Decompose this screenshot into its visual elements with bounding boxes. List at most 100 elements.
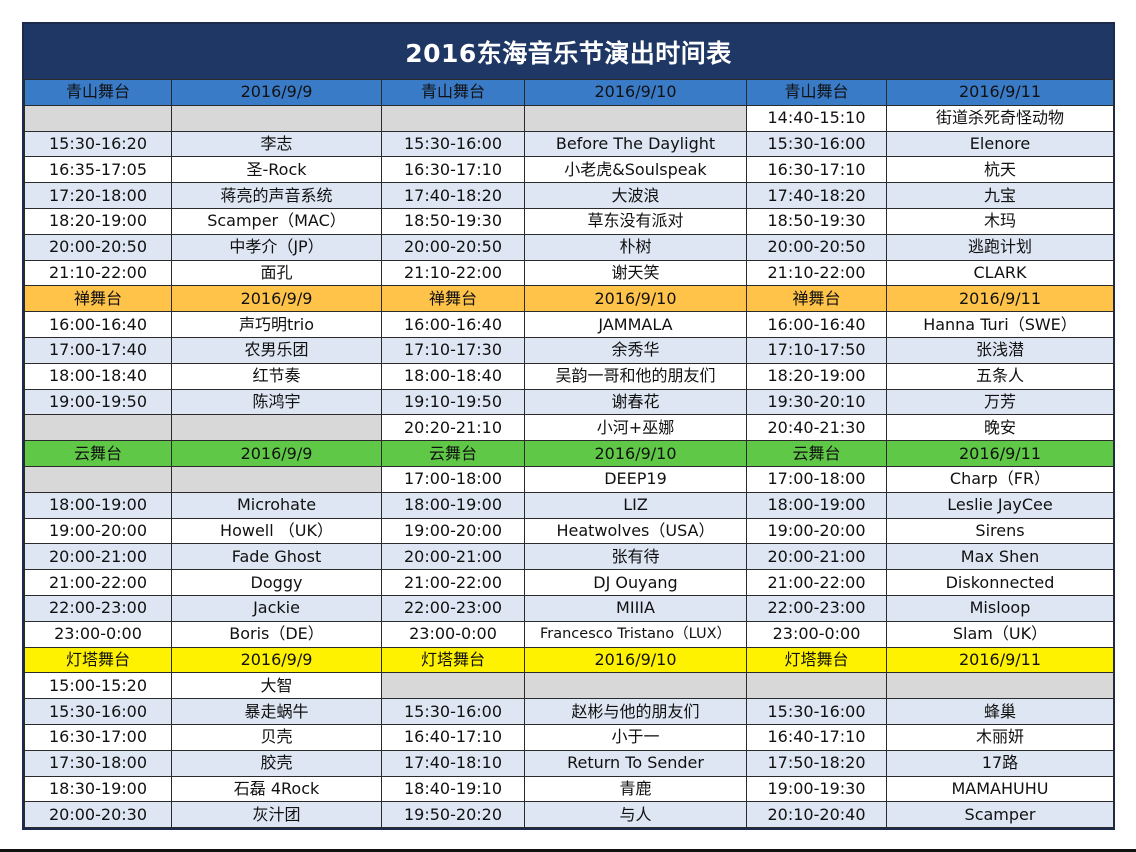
stage-date: 2016/9/9 [171, 440, 382, 467]
stage-date: 2016/9/9 [171, 285, 382, 313]
stage-name: 禅舞台 [381, 285, 525, 313]
time-slot-cell: 20:40-21:30 [746, 414, 887, 442]
time-slot-cell: 17:40-18:20 [746, 182, 887, 209]
performer-cell [886, 672, 1114, 700]
performer-cell: 杭天 [886, 156, 1114, 184]
time-slot-cell: 21:00-22:00 [746, 569, 887, 596]
performer-cell: 中孝介（JP） [171, 233, 382, 261]
time-slot-cell: 18:00-19:00 [24, 491, 172, 519]
performer-cell: 万芳 [886, 388, 1114, 416]
table-row: 17:00-17:40 农男乐团 17:10-17:30 余秀华 17:10-17:50… [24, 336, 1114, 364]
performer-cell: 贝壳 [171, 723, 382, 751]
stage-date: 2016/9/11 [886, 440, 1114, 467]
time-slot-cell: 15:30-16:20 [24, 130, 172, 158]
performer-cell [171, 465, 382, 493]
time-slot-cell: 19:50-20:20 [381, 801, 525, 829]
time-slot-cell: 21:00-22:00 [24, 569, 172, 596]
table-row: 14:40-15:10 街道杀死奇怪动物 [24, 104, 1114, 132]
page-title: 2016东海音乐节演出时间表 [24, 24, 1113, 79]
table-row: 15:30-16:00 暴走蜗牛 15:30-16:00 赵彬与他的朋友们 15:30-… [24, 698, 1114, 725]
time-slot-cell: 16:40-17:10 [381, 723, 525, 751]
stage-date: 2016/9/10 [524, 440, 747, 467]
time-slot-cell: 18:40-19:10 [381, 775, 525, 803]
time-slot-cell: 16:40-17:10 [746, 723, 887, 751]
table-row: 15:30-16:20 李志 15:30-16:00 Before The Dayli… [24, 130, 1114, 158]
time-slot-cell: 20:00-20:50 [746, 233, 887, 261]
stage-date: 2016/9/10 [524, 646, 747, 674]
stage-name: 灯塔舞台 [746, 646, 887, 674]
performer-cell: Leslie JayCee [886, 491, 1114, 519]
time-slot-cell: 16:00-16:40 [746, 311, 887, 338]
performer-cell: 胶壳 [171, 749, 382, 777]
performer-cell: Francesco Tristano（LUX） [524, 620, 747, 648]
time-slot-cell: 15:30-16:00 [746, 698, 887, 725]
time-slot-cell: 17:00-18:00 [381, 465, 525, 493]
time-slot-cell: 17:00-17:40 [24, 336, 172, 364]
time-slot-cell: 21:00-22:00 [381, 569, 525, 596]
table-row: 18:00-19:00 Microhate 18:00-19:00 LIZ 18:00-… [24, 491, 1114, 519]
table-row: 22:00-23:00 Jackie 22:00-23:00 MIIIA 22:00-2… [24, 594, 1114, 622]
time-slot-cell: 19:00-20:00 [381, 517, 525, 545]
performer-cell: 与人 [524, 801, 747, 829]
performer-cell: 蒋亮的声音系统 [171, 182, 382, 209]
performer-cell: 小河+巫娜 [524, 414, 747, 442]
time-slot-cell: 20:20-21:10 [381, 414, 525, 442]
stage-header-row: 青山舞台 2016/9/9 青山舞台 2016/9/10 青山舞台 2016/9/11 [24, 79, 1114, 106]
time-slot-cell: 16:35-17:05 [24, 156, 172, 184]
time-slot-cell [24, 414, 172, 442]
performer-cell: 声巧明trio [171, 311, 382, 338]
performer-cell: Charp（FR） [886, 465, 1114, 493]
time-slot-cell: 17:40-18:20 [381, 182, 525, 209]
performer-cell: 余秀华 [524, 336, 747, 364]
time-slot-cell: 18:20-19:00 [746, 362, 887, 390]
stage-name: 云舞台 [24, 440, 172, 467]
table-row: 20:00-21:00 Fade Ghost 20:00-21:00 张有待 20:00… [24, 543, 1114, 571]
performer-cell: 五条人 [886, 362, 1114, 390]
performer-cell: 农男乐团 [171, 336, 382, 364]
performer-cell: Doggy [171, 569, 382, 596]
time-slot-cell: 17:00-18:00 [746, 465, 887, 493]
stage-name: 云舞台 [381, 440, 525, 467]
time-slot-cell: 17:40-18:10 [381, 749, 525, 777]
table-row: 16:00-16:40 声巧明trio 16:00-16:40 JAMMALA 16:0… [24, 311, 1114, 338]
schedule-table: 青山舞台 2016/9/9 青山舞台 2016/9/10 青山舞台 2016/9/11 14… [24, 79, 1114, 829]
time-slot-cell: 20:00-20:50 [381, 233, 525, 261]
time-slot-cell: 18:30-19:00 [24, 775, 172, 803]
time-slot-cell: 16:00-16:40 [24, 311, 172, 338]
table-row: 15:00-15:20 大智 [24, 672, 1114, 700]
table-row: 23:00-0:00 Boris（DE） 23:00-0:00 Francesco T… [24, 620, 1114, 648]
time-slot-cell: 19:00-19:50 [24, 388, 172, 416]
table-row: 17:20-18:00 蒋亮的声音系统 17:40-18:20 大波浪 17:40-18… [24, 182, 1114, 209]
performer-cell: CLARK [886, 259, 1114, 287]
performer-cell: 蜂巢 [886, 698, 1114, 725]
schedule-frame: 2016东海音乐节演出时间表 青山舞台 2016/9/9 青山舞台 2016/9/10… [22, 22, 1115, 830]
performer-cell [171, 414, 382, 442]
table-row: 21:10-22:00 面孔 21:10-22:00 谢天笑 21:10-22:00 CL… [24, 259, 1114, 287]
time-slot-cell [24, 104, 172, 132]
performer-cell: 街道杀死奇怪动物 [886, 104, 1114, 132]
performer-cell: 大波浪 [524, 182, 747, 209]
time-slot-cell: 15:30-16:00 [381, 130, 525, 158]
time-slot-cell [746, 672, 887, 700]
time-slot-cell [24, 465, 172, 493]
table-row: 18:30-19:00 石磊 4Rock 18:40-19:10 青鹿 19:00-19… [24, 775, 1114, 803]
performer-cell: 谢春花 [524, 388, 747, 416]
performer-cell: 谢天笑 [524, 259, 747, 287]
time-slot-cell: 17:30-18:00 [24, 749, 172, 777]
performer-cell: Boris（DE） [171, 620, 382, 648]
performer-cell: 小老虎&Soulspeak [524, 156, 747, 184]
time-slot-cell: 23:00-0:00 [24, 620, 172, 648]
performer-cell: Jackie [171, 594, 382, 622]
table-row: 18:00-18:40 红节奏 18:00-18:40 吴韵一哥和他的朋友们 18:20… [24, 362, 1114, 390]
performer-cell: Microhate [171, 491, 382, 519]
time-slot-cell [381, 672, 525, 700]
stage-date: 2016/9/11 [886, 285, 1114, 313]
time-slot-cell: 15:30-16:00 [746, 130, 887, 158]
performer-cell: 灰汁团 [171, 801, 382, 829]
time-slot-cell: 21:10-22:00 [746, 259, 887, 287]
bottom-rule [0, 849, 1136, 852]
time-slot-cell: 19:00-20:00 [24, 517, 172, 545]
performer-cell: Scamper（MAC） [171, 207, 382, 235]
stage-name: 云舞台 [746, 440, 887, 467]
table-row: 20:00-20:50 中孝介（JP） 20:00-20:50 朴树 20:00-20:… [24, 233, 1114, 261]
